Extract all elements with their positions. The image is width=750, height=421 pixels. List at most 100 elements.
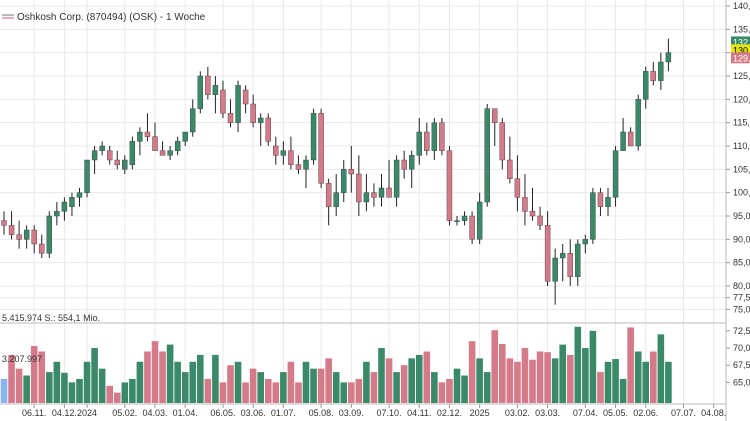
candle-down xyxy=(507,159,513,179)
candle-down xyxy=(439,122,445,151)
volume-info-text: 5.415.974 S.: 554,1 Mio. xyxy=(2,313,100,323)
volume-bar xyxy=(181,372,189,403)
axis-layer: 140,0135,0130,0125,0120,0115,0110,0105,0… xyxy=(22,1,750,418)
candle-up xyxy=(46,215,52,254)
volume-bar xyxy=(355,378,363,403)
volume-bar xyxy=(642,361,650,403)
candle-down xyxy=(529,211,536,217)
volume-bar xyxy=(68,382,76,403)
volume-bar xyxy=(136,361,144,403)
volume-bar xyxy=(332,372,340,403)
candle-down xyxy=(250,103,256,123)
candle-down xyxy=(1,220,7,226)
price-badge-label: 130,5 xyxy=(733,45,750,55)
volume-tick-label: 72,50 xyxy=(733,326,750,336)
volume-bar xyxy=(619,378,627,403)
time-tick-label: 07.10. xyxy=(377,408,402,418)
price-badge-label: 132, xyxy=(733,37,750,47)
volume-bar xyxy=(15,368,23,403)
volume-bar xyxy=(566,354,574,403)
volume-bar xyxy=(212,354,219,403)
time-tick-label: 04.03. xyxy=(142,408,167,418)
candle-down xyxy=(8,225,15,235)
volume-bar xyxy=(325,358,332,403)
candle-up xyxy=(54,211,60,217)
volume-bar xyxy=(129,378,136,403)
volume-bar xyxy=(544,352,551,403)
candle-up xyxy=(99,145,105,151)
time-tick-label: 05.02. xyxy=(112,408,137,418)
candle-down xyxy=(242,89,249,105)
time-tick-label: 02.06. xyxy=(633,408,658,418)
volume-bar xyxy=(340,382,348,403)
candle-up xyxy=(416,131,422,156)
candle-up xyxy=(635,99,641,147)
candle-up xyxy=(605,197,611,207)
candle-up xyxy=(167,150,173,156)
time-tick-label: 06.05. xyxy=(210,408,235,418)
candle-down xyxy=(522,197,528,212)
volume-bar xyxy=(551,358,559,403)
volume-bar xyxy=(529,359,536,403)
candle-up xyxy=(658,61,664,81)
candle-up xyxy=(182,131,188,142)
candle-down xyxy=(159,150,166,156)
candle-down xyxy=(152,136,158,151)
volume-bar xyxy=(121,382,129,403)
candle-down xyxy=(627,131,634,147)
candle-down xyxy=(220,89,226,114)
time-tick-label: 2024 xyxy=(77,408,97,418)
volume-bar xyxy=(166,344,174,403)
volume-bar xyxy=(559,344,566,403)
volume-bar xyxy=(61,372,68,403)
volume-tick-label: 67,50 xyxy=(733,360,750,370)
volume-bar xyxy=(113,392,121,403)
volume-bar xyxy=(204,378,212,403)
candle-down xyxy=(567,253,573,277)
volume-bar xyxy=(348,382,355,403)
volume-info-text-2: 3.207.997 xyxy=(2,354,42,364)
price-tick-label: 115,0 xyxy=(733,118,750,128)
volume-tick-label: 65,00 xyxy=(733,377,750,387)
candle-up xyxy=(590,192,596,240)
volume-bar xyxy=(597,372,604,403)
price-tick-label: 85,00 xyxy=(733,258,750,268)
candle-up xyxy=(333,192,339,207)
volume-bar xyxy=(302,361,310,403)
candle-down xyxy=(544,225,551,282)
volume-bar xyxy=(415,354,423,403)
volume-bar xyxy=(53,361,61,403)
candle-down xyxy=(325,183,332,207)
volume-bar xyxy=(249,368,257,403)
volume-bar xyxy=(385,358,393,403)
volume-bar xyxy=(476,358,483,403)
candle-up xyxy=(303,159,309,170)
volume-bar xyxy=(257,372,264,403)
time-tick-label: 05.08. xyxy=(309,408,334,418)
volume-bar xyxy=(438,382,446,403)
volume-bar xyxy=(370,372,378,403)
volume-bar xyxy=(536,351,544,403)
price-tick-label: 110,0 xyxy=(733,141,750,151)
volume-bar xyxy=(612,359,619,403)
chart-header: Oshkosh Corp. (870494) (OSK) - 1 Woche xyxy=(2,12,206,23)
candle-up xyxy=(69,197,75,207)
volume-bar xyxy=(197,354,204,403)
volume-bar xyxy=(189,361,197,403)
volume-bar xyxy=(287,361,295,403)
candle-up xyxy=(23,229,30,240)
volume-bar xyxy=(514,361,521,403)
volume-bar xyxy=(106,385,113,403)
volume-bar xyxy=(431,372,438,403)
volume-bar xyxy=(227,365,234,403)
candle-up xyxy=(129,141,136,165)
volume-bar xyxy=(634,351,642,403)
candle-up xyxy=(378,187,385,198)
candle-down xyxy=(386,187,392,198)
volume-bar xyxy=(461,375,468,403)
volume-bar xyxy=(393,372,400,403)
candle-down xyxy=(597,192,604,207)
candle-down xyxy=(401,159,407,170)
candle-up xyxy=(431,122,438,151)
volume-bar xyxy=(144,351,151,403)
